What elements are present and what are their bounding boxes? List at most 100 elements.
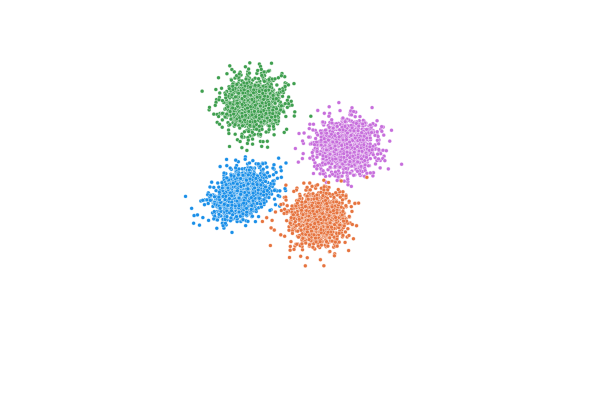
scatter-point bbox=[296, 222, 302, 227]
scatter-point bbox=[345, 150, 350, 155]
scatter-point bbox=[240, 123, 245, 128]
scatter-point bbox=[266, 106, 271, 111]
scatter-point bbox=[307, 126, 312, 131]
scatter-point bbox=[255, 68, 260, 73]
scatter-point bbox=[355, 169, 360, 174]
scatter-point bbox=[245, 89, 250, 94]
scatter-point bbox=[324, 239, 329, 244]
scatter-point bbox=[321, 178, 326, 183]
scatter-point bbox=[247, 71, 252, 76]
scatter-point bbox=[376, 156, 381, 161]
scatter-point bbox=[319, 131, 324, 136]
scatter-point bbox=[343, 166, 348, 171]
scatter-point bbox=[213, 103, 218, 108]
scatter-point bbox=[338, 195, 343, 200]
scatter-point bbox=[341, 218, 346, 224]
scatter-point bbox=[246, 172, 251, 177]
scatter-point bbox=[288, 221, 293, 226]
scatter-point bbox=[347, 214, 352, 219]
scatter-point bbox=[298, 254, 303, 259]
scatter-point bbox=[271, 181, 276, 187]
scatter-point bbox=[340, 209, 346, 214]
scatter-point bbox=[327, 249, 332, 254]
scatter-point bbox=[261, 167, 266, 172]
scatter-point bbox=[345, 182, 351, 187]
scatter-point bbox=[266, 102, 272, 107]
scatter-point bbox=[256, 187, 261, 193]
scatter-point bbox=[247, 176, 253, 182]
scatter-point bbox=[248, 93, 253, 98]
scatter-point bbox=[329, 239, 335, 244]
scatter-point bbox=[233, 132, 238, 137]
scatter-point bbox=[336, 100, 341, 105]
scatter-point bbox=[310, 150, 315, 155]
scatter-point bbox=[271, 172, 276, 177]
scatter-point bbox=[227, 86, 232, 91]
scatter-point bbox=[212, 194, 217, 199]
scatter-point bbox=[211, 185, 216, 190]
scatter-point bbox=[227, 144, 232, 149]
scatter-point bbox=[297, 217, 302, 222]
scatter-point bbox=[316, 244, 321, 249]
scatter-point bbox=[364, 155, 369, 160]
scatter-point bbox=[218, 164, 223, 169]
scatter-point bbox=[340, 233, 346, 238]
scatter-point bbox=[337, 231, 342, 236]
scatter-point bbox=[265, 188, 270, 193]
scatter-point bbox=[202, 202, 207, 207]
scatter-point bbox=[328, 146, 333, 151]
scatter-point bbox=[399, 162, 404, 167]
scatter-point bbox=[272, 197, 277, 202]
scatter-point bbox=[312, 142, 317, 147]
scatter-point bbox=[222, 202, 227, 207]
scatter-point bbox=[253, 114, 258, 119]
scatter-point bbox=[273, 209, 278, 215]
scatter-point bbox=[336, 174, 341, 180]
scatter-point bbox=[368, 170, 373, 176]
scatter-point bbox=[230, 105, 235, 111]
scatter-point bbox=[324, 191, 329, 196]
scatter-point bbox=[206, 218, 211, 223]
scatter-point bbox=[283, 197, 289, 203]
scatter-point bbox=[225, 104, 230, 109]
scatter-point bbox=[353, 114, 358, 119]
scatter-point bbox=[313, 239, 319, 244]
scatter-point bbox=[339, 174, 345, 179]
scatter-point bbox=[237, 118, 243, 123]
scatter-point bbox=[283, 114, 288, 119]
cluster-0 bbox=[200, 60, 313, 153]
scatter-point bbox=[337, 134, 342, 139]
scatter-point bbox=[368, 122, 373, 128]
scatter-point bbox=[326, 180, 331, 185]
scatter-point bbox=[260, 219, 265, 224]
scatter-point bbox=[237, 71, 242, 76]
scatter-point bbox=[197, 223, 202, 228]
scatter-point bbox=[245, 186, 250, 191]
scatter-point bbox=[253, 76, 258, 81]
scatter-point bbox=[216, 195, 221, 200]
scatter-point bbox=[224, 214, 229, 219]
scatter-point bbox=[228, 166, 233, 171]
scatter-point bbox=[300, 212, 306, 217]
scatter-point bbox=[226, 131, 231, 136]
scatter-point bbox=[268, 243, 273, 248]
scatter-point bbox=[215, 217, 220, 223]
scatter-point bbox=[208, 193, 213, 198]
scatter-point bbox=[334, 210, 339, 215]
scatter-point bbox=[283, 101, 288, 106]
scatter-point bbox=[353, 135, 358, 141]
scatter-point bbox=[236, 203, 242, 208]
scatter-point bbox=[340, 137, 346, 143]
scatter-point bbox=[321, 168, 326, 173]
scatter-point bbox=[307, 122, 312, 127]
scatter-point bbox=[261, 69, 267, 75]
scatter-point bbox=[235, 181, 240, 187]
scatter-point bbox=[323, 128, 328, 133]
scatter-point bbox=[218, 206, 223, 211]
scatter-point bbox=[303, 263, 308, 268]
scatter-point bbox=[355, 159, 360, 165]
scatter-point bbox=[244, 81, 250, 86]
scatter-point bbox=[343, 229, 348, 235]
scatter-point bbox=[342, 159, 348, 164]
scatter-point bbox=[272, 132, 277, 137]
